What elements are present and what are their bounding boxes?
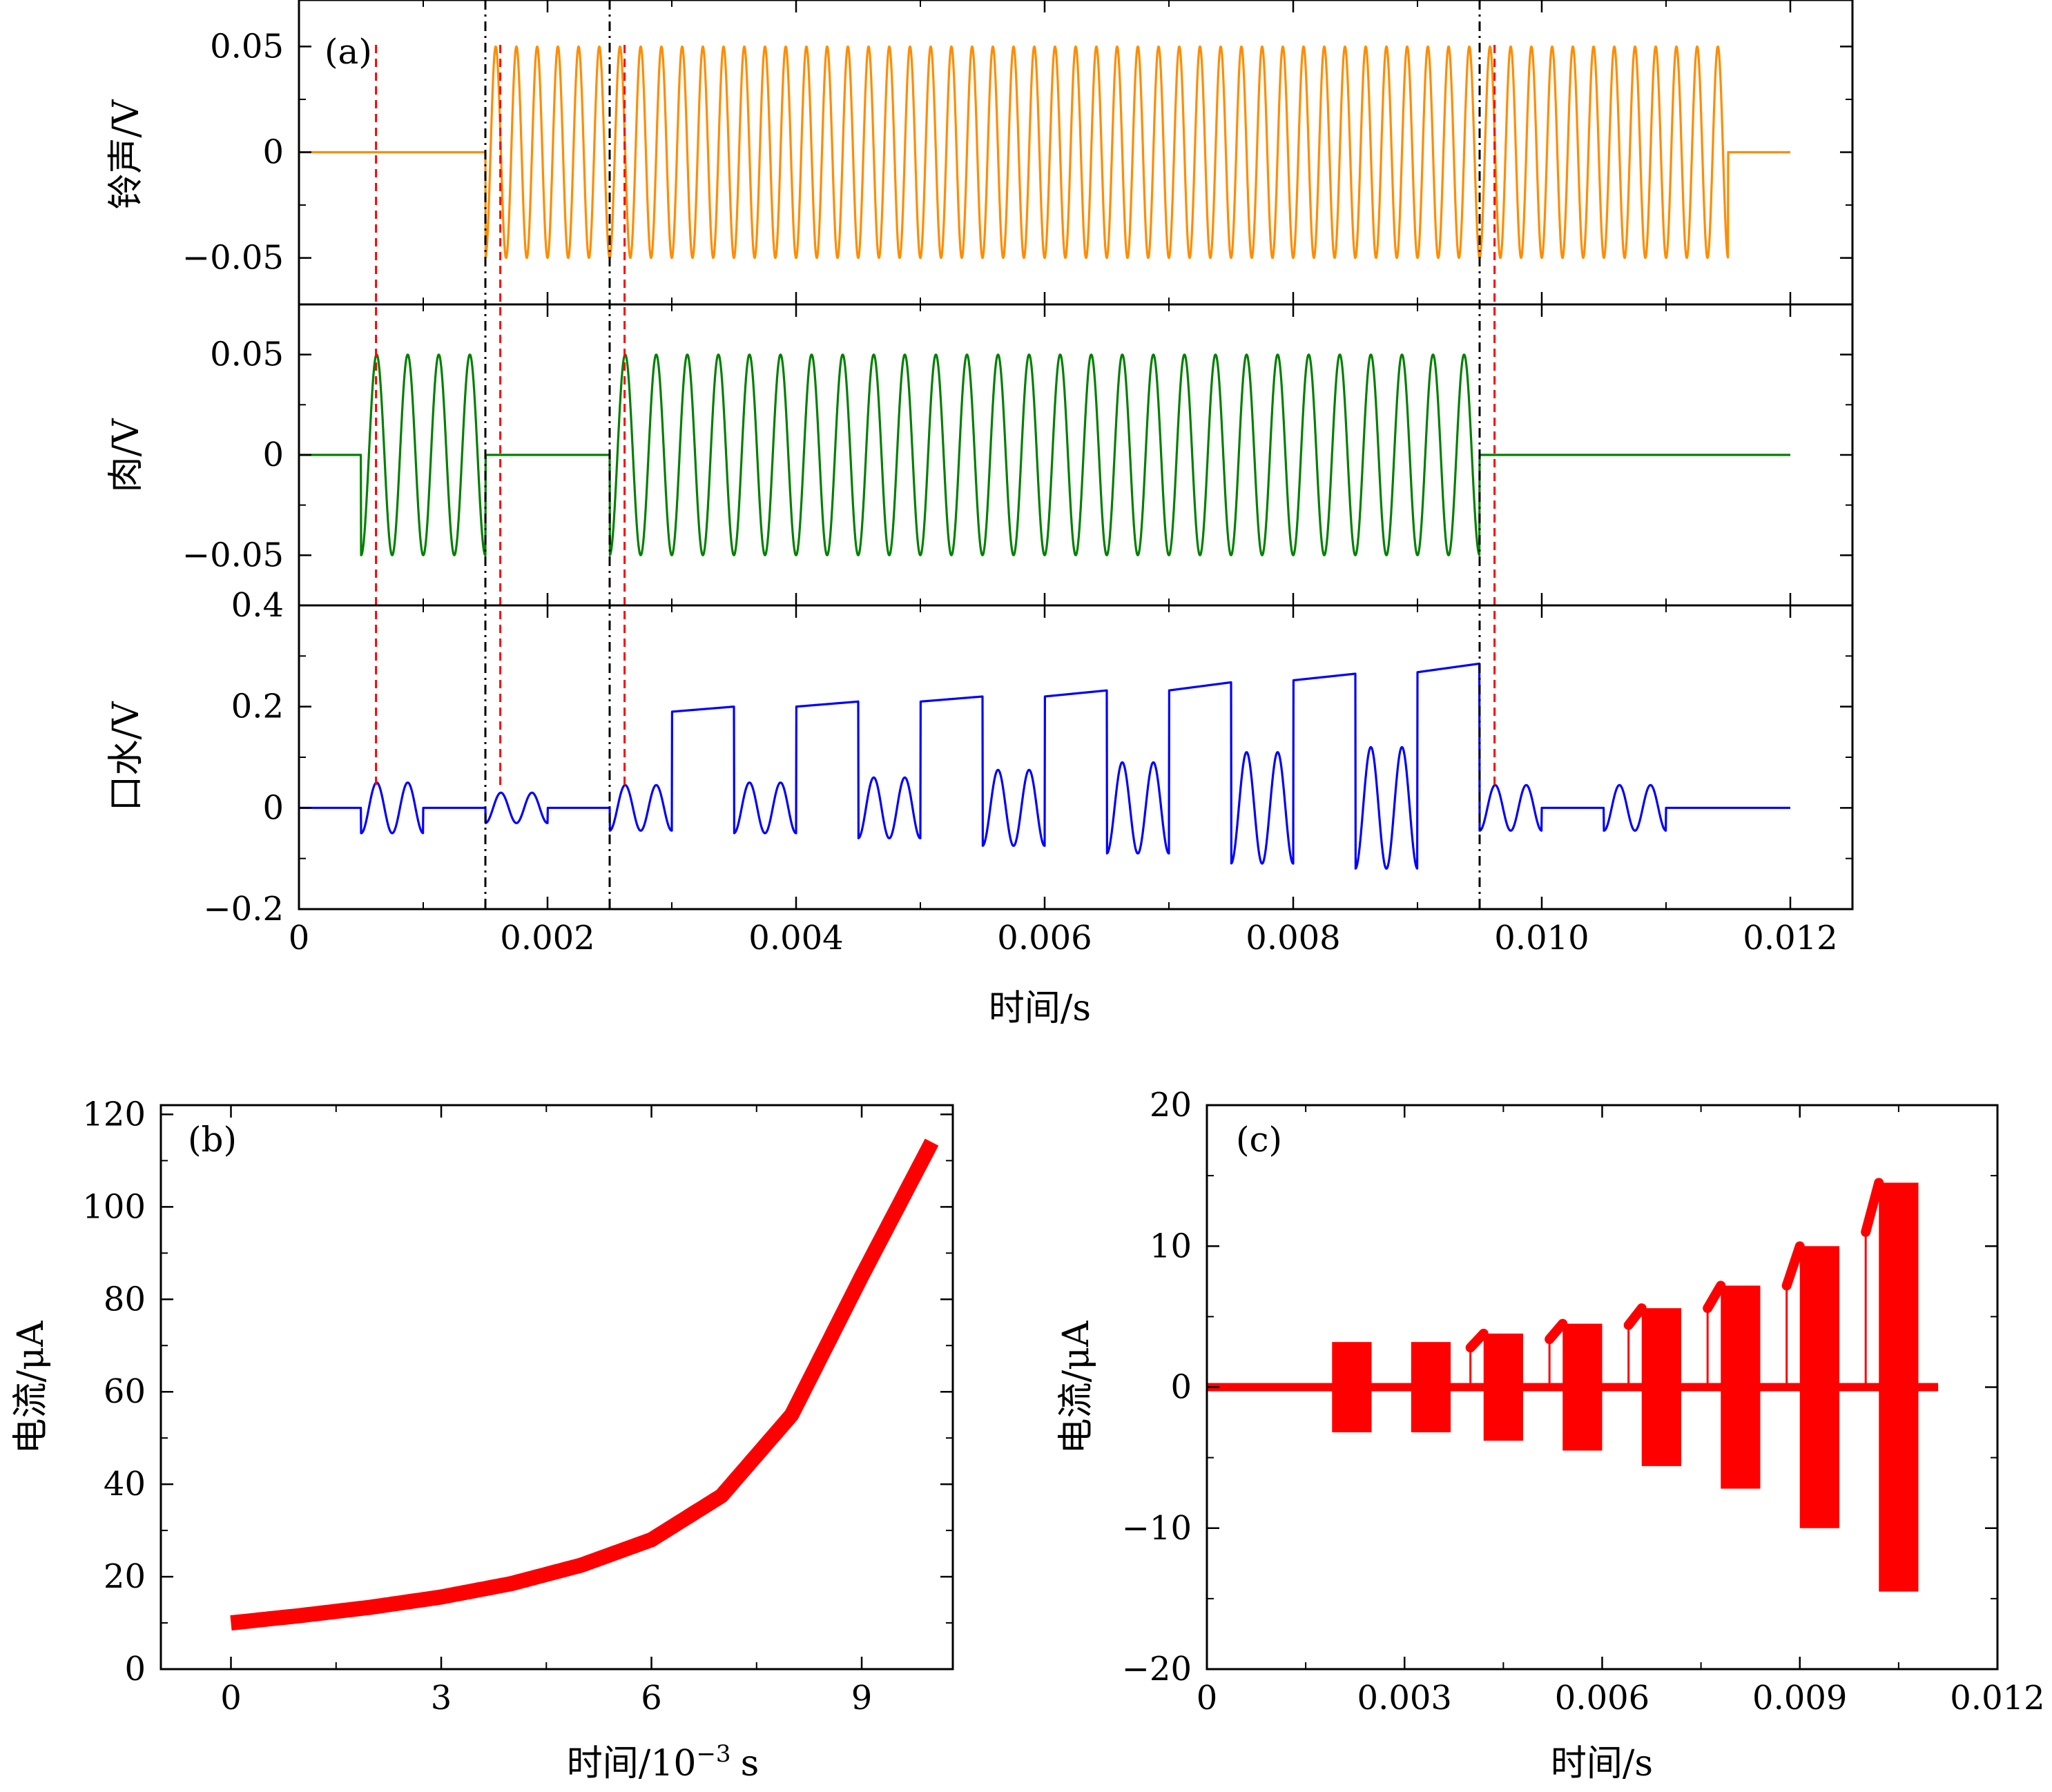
panel-a-1-ytick-label: 0.05 [210, 27, 284, 66]
panel-c-xtick-label: 0.012 [1950, 1679, 2044, 1717]
panel-c-ylabel: 电流/μA [1056, 1320, 1097, 1454]
panel-a-3-ytick-label: −0.2 [203, 890, 284, 928]
panel-a-3-xtick-label: 0.008 [1246, 919, 1340, 957]
panel-a-3-xtick-label: 0.012 [1743, 919, 1837, 957]
panel-a-2-ytick-label: 0 [262, 436, 284, 474]
panel-c-ytick-label: −10 [1122, 1509, 1192, 1548]
panel-b-ytick-label: 120 [82, 1095, 146, 1133]
panel-c-traces [1207, 1178, 1939, 1592]
panel-b-ytick-label: 40 [104, 1465, 146, 1503]
panel-a-ylabel-3: 口水/V [106, 701, 147, 812]
panel-b-ytick-label: 20 [104, 1557, 146, 1596]
panel-b-xtick-label: 9 [851, 1679, 873, 1717]
panel-b: 0 20 40 60 80 100 120 0 3 6 9 (b) 电流/μA 时间/10−3 s [10, 1095, 954, 1784]
panel-a-3-xtick-label: 0.006 [997, 919, 1092, 957]
panel-b-ytick-label: 0 [124, 1650, 146, 1688]
panel-a-frame-3 [298, 604, 1854, 910]
panel-b-ytick-label: 80 [104, 1280, 146, 1318]
panel-c-ytick-label: 10 [1150, 1227, 1192, 1265]
panel-a-xlabel: 时间/s [989, 988, 1091, 1029]
panel-c: −20 −10 0 10 20 0 0.003 0.006 0.009 0.012 (c) 电流/… [1056, 1086, 2045, 1784]
panel-b-xlabel-main: 时间/10 [567, 1743, 697, 1784]
panel-a-3-ytick-label: 0 [262, 788, 284, 827]
panel-a-traces [298, 45, 1792, 870]
panel-c-xtick-label: 0.009 [1752, 1679, 1847, 1717]
panel-c-connector [1861, 1178, 1884, 1237]
panel-a-3-xtick-label: 0.004 [748, 919, 843, 957]
panel-b-axes: 0 20 40 60 80 100 120 0 3 6 9 [82, 1095, 954, 1717]
panel-a-series-line-1 [298, 45, 1792, 260]
panel-c-connector [1545, 1318, 1568, 1345]
panel-a-2-ytick-label: −0.05 [182, 536, 284, 574]
panel-c-ytick-label: −20 [1122, 1650, 1192, 1688]
panel-a-3-xtick-label: 0.010 [1494, 919, 1589, 957]
panel-a-3-xtick-label: 0.002 [500, 919, 594, 957]
panel-b-ytick-label: 60 [104, 1372, 146, 1411]
panel-a-2-ytick-label: 0.05 [210, 335, 284, 374]
panel-b-xtick-label: 3 [431, 1679, 452, 1717]
panel-c-connector [1623, 1303, 1647, 1330]
panel-b-frame [159, 1104, 954, 1671]
panel-b-xtick-label: 0 [220, 1679, 242, 1717]
panel-b-ytick-label: 100 [82, 1187, 146, 1226]
panel-c-axes: −20 −10 0 10 20 0 0.003 0.006 0.009 0.012 [1122, 1086, 2045, 1717]
panel-a-1-ytick-label: 0 [262, 133, 284, 172]
panel-c-connector [1465, 1328, 1489, 1353]
panel-a-marker-lines [375, 0, 1496, 909]
panel-a-series-line-2 [298, 353, 1792, 556]
panel-b-traces [226, 1138, 939, 1630]
panel-c-xtick-label: 0 [1197, 1679, 1218, 1717]
panel-c-label: (c) [1236, 1120, 1282, 1160]
panel-a-ylabel-1: 铃声/V [106, 99, 147, 210]
panel-a-3-ytick-label: 0.2 [231, 688, 284, 726]
panel-c-connector [1781, 1241, 1805, 1291]
panel-c-connector [1703, 1280, 1726, 1314]
panel-a-1-ytick-label: −0.05 [182, 239, 284, 277]
panel-c-ytick-label: 0 [1170, 1368, 1192, 1407]
panel-a-ylabel-2: 肉/V [106, 418, 147, 493]
panel-b-series-line [226, 1138, 939, 1630]
panel-a-label: (a) [325, 32, 372, 72]
panel-a-3-ytick-label: 0.4 [231, 586, 284, 625]
panel-c-xlabel: 时间/s [1551, 1743, 1653, 1784]
panel-b-xlabel-unit: s [741, 1743, 759, 1784]
panel-b-label: (b) [188, 1120, 237, 1160]
panel-b-xtick-label: 6 [641, 1679, 662, 1717]
panel-a-series-line-3 [298, 662, 1792, 870]
panel-c-xtick-label: 0.006 [1555, 1679, 1649, 1717]
panel-c-xtick-label: 0.003 [1357, 1679, 1452, 1717]
panel-b-xlabel-exponent: −3 [696, 1740, 730, 1768]
panel-c-ytick-label: 20 [1150, 1086, 1192, 1124]
panel-a-3-xtick-label: 0 [289, 919, 310, 957]
panel-b-xlabel: 时间/10−3 s [567, 1740, 759, 1784]
panel-b-ylabel: 电流/μA [10, 1320, 52, 1454]
